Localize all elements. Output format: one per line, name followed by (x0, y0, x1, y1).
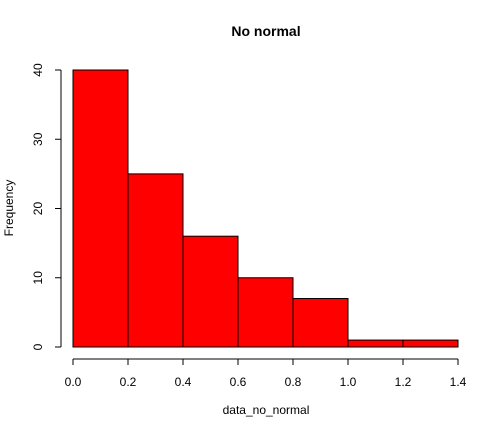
x-tick-label: 1.4 (450, 375, 467, 389)
histogram-bar-0 (72, 69, 129, 348)
y-tick-label: 10 (31, 271, 45, 285)
y-tick-label: 30 (31, 132, 45, 146)
y-tick-label: 40 (31, 63, 45, 77)
y-tick-label: 0 (31, 343, 45, 350)
histogram-bar-2 (182, 235, 239, 348)
x-tick-label: 1.0 (340, 375, 357, 389)
x-tick-label: 0.0 (65, 375, 82, 389)
y-axis: 0 10 20 30 40 (31, 63, 62, 350)
x-tick-label: 0.2 (120, 375, 137, 389)
chart-title: No normal (231, 23, 300, 39)
histogram-bar-6 (402, 339, 459, 348)
histogram-bar-3 (237, 277, 294, 348)
x-axis: 0.0 0.2 0.4 0.6 0.8 1.0 1.2 1.4 (65, 358, 467, 389)
x-tick-label: 0.8 (285, 375, 302, 389)
x-axis-label: data_no_normal (223, 403, 310, 417)
histogram-bar-4 (292, 298, 349, 348)
x-tick-label: 0.4 (175, 375, 192, 389)
y-axis-label: Frequency (2, 180, 16, 237)
histogram-bar-5 (347, 339, 404, 348)
histogram-bar-1 (127, 173, 184, 348)
bars-group (72, 69, 459, 348)
x-tick-label: 0.6 (230, 375, 247, 389)
y-tick-label: 20 (31, 202, 45, 216)
x-tick-label: 1.2 (395, 375, 412, 389)
